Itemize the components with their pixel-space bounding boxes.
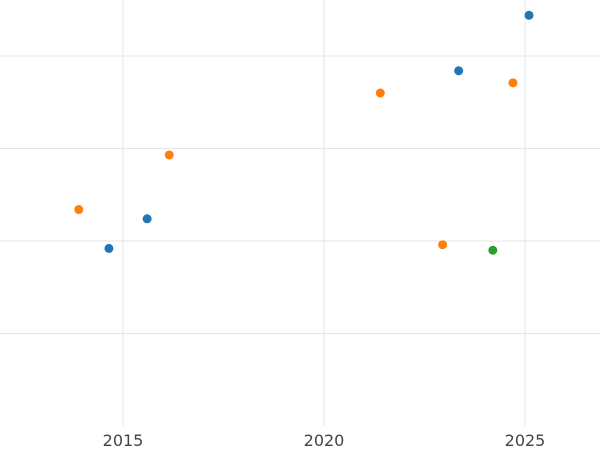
scatter-point — [524, 10, 534, 20]
scatter-point — [104, 243, 114, 253]
scatter-point — [438, 240, 448, 250]
x-tick-label: 2020 — [304, 431, 345, 450]
scatter-point — [488, 245, 498, 255]
scatter-point — [375, 88, 385, 98]
scatter-point — [142, 214, 152, 224]
x-tick-label: 2015 — [103, 431, 144, 450]
grid-layer — [0, 0, 600, 426]
scatter-point — [74, 205, 84, 215]
scatter-point — [508, 78, 518, 88]
x-tick-label: 2025 — [505, 431, 546, 450]
scatter-point — [164, 150, 174, 160]
x-axis-ticks: 2015 2020 2025 — [103, 431, 546, 450]
data-points — [74, 10, 534, 255]
scatter-point — [454, 66, 464, 76]
